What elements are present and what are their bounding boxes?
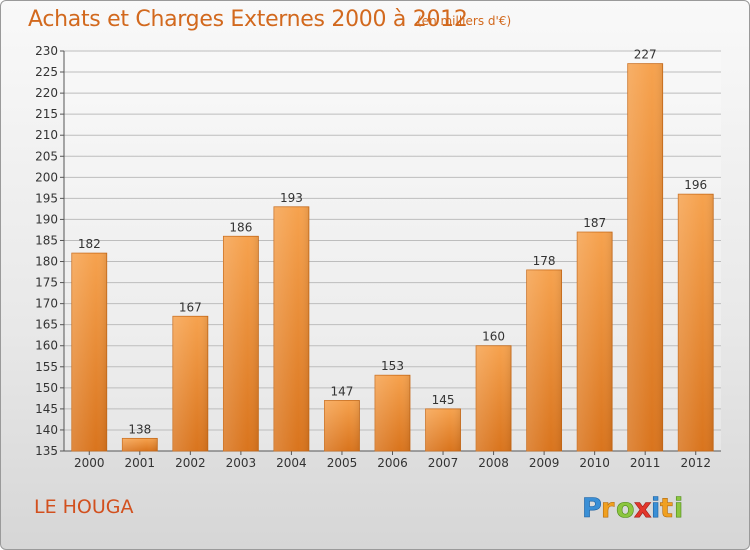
- y-tick-label: 165: [35, 318, 58, 332]
- data-labels: 182 138 167 186 193 147 153 145 160 178 187 227 196: [78, 48, 707, 437]
- data-label: 227: [634, 48, 657, 62]
- svg-text:i: i: [651, 493, 660, 524]
- y-tick-label: 145: [35, 402, 58, 416]
- svg-text:x: x: [634, 493, 651, 524]
- x-tick-label: 2007: [428, 456, 459, 470]
- chart-subtitle: (en milliers d'€): [417, 14, 512, 28]
- y-tick-label: 195: [35, 191, 58, 205]
- chart-title: Achats et Charges Externes 2000 à 2012: [28, 7, 468, 32]
- y-tick-label: 170: [35, 297, 58, 311]
- x-tick-label: 2003: [226, 456, 257, 470]
- x-tick-label: 2001: [125, 456, 156, 470]
- x-tick-label: 2012: [680, 456, 711, 470]
- x-tick-label: 2000: [74, 456, 105, 470]
- bar-shade: [526, 269, 562, 451]
- data-label: 178: [533, 254, 556, 268]
- bar-shade: [122, 438, 158, 451]
- svg-text:P: P: [582, 493, 602, 524]
- y-tick-label: 220: [35, 86, 58, 100]
- data-label: 186: [229, 220, 252, 234]
- x-tick-label: 2011: [630, 456, 661, 470]
- x-tick-label: 2005: [327, 456, 358, 470]
- y-tick-label: 190: [35, 212, 58, 226]
- y-tick-label: 230: [35, 44, 58, 58]
- svg-text:i: i: [674, 493, 683, 524]
- y-tick-label: 150: [35, 381, 58, 395]
- y-tick-label: 140: [35, 423, 58, 437]
- y-tick-label: 185: [35, 233, 58, 247]
- axes: 135 140 145 150 155 160 165 170 175 180 185 190 195 2…: [35, 44, 721, 470]
- y-tick-label: 210: [35, 128, 58, 142]
- svg-text:r: r: [601, 493, 615, 524]
- x-tick-label: 2009: [529, 456, 560, 470]
- bar-shade: [172, 316, 208, 451]
- y-tick-label: 215: [35, 107, 58, 121]
- x-tick-label: 2010: [579, 456, 610, 470]
- svg-text:t: t: [660, 493, 673, 524]
- data-label: 147: [331, 384, 354, 398]
- bar-shade: [324, 400, 360, 451]
- bar-shade: [476, 345, 512, 451]
- data-label: 138: [128, 422, 151, 436]
- bar-shade: [375, 375, 410, 451]
- y-tick-label: 160: [35, 339, 58, 353]
- bar-shade: [273, 206, 309, 451]
- x-tick-label: 2004: [276, 456, 307, 470]
- data-label: 182: [78, 237, 101, 251]
- x-tick-label: 2006: [377, 456, 408, 470]
- commune-name: LE HOUGA: [34, 496, 134, 518]
- y-tick-label: 205: [35, 149, 58, 163]
- data-label: 160: [482, 330, 505, 344]
- data-label: 187: [583, 216, 606, 230]
- proxiti-logo: P r o x i t i: [582, 493, 684, 525]
- svg-text:o: o: [616, 493, 635, 524]
- y-tick-label: 135: [35, 444, 58, 458]
- bar-shade: [223, 236, 259, 451]
- bar-shade: [627, 63, 663, 451]
- x-tick-label: 2002: [175, 456, 206, 470]
- data-label: 145: [432, 393, 455, 407]
- data-label: 153: [381, 359, 404, 373]
- bar-shade: [577, 232, 613, 451]
- data-label: 193: [280, 191, 303, 205]
- y-tick-label: 175: [35, 276, 58, 290]
- bar-shade: [425, 408, 461, 451]
- bar-shade: [678, 194, 714, 451]
- y-tick-label: 180: [35, 255, 58, 269]
- y-tick-label: 155: [35, 360, 58, 374]
- data-label: 167: [179, 300, 202, 314]
- bar-shade: [71, 253, 107, 451]
- y-tick-label: 225: [35, 65, 58, 79]
- data-label: 196: [684, 178, 707, 192]
- x-tick-label: 2008: [478, 456, 509, 470]
- y-tick-label: 200: [35, 170, 58, 184]
- bars: [71, 63, 714, 452]
